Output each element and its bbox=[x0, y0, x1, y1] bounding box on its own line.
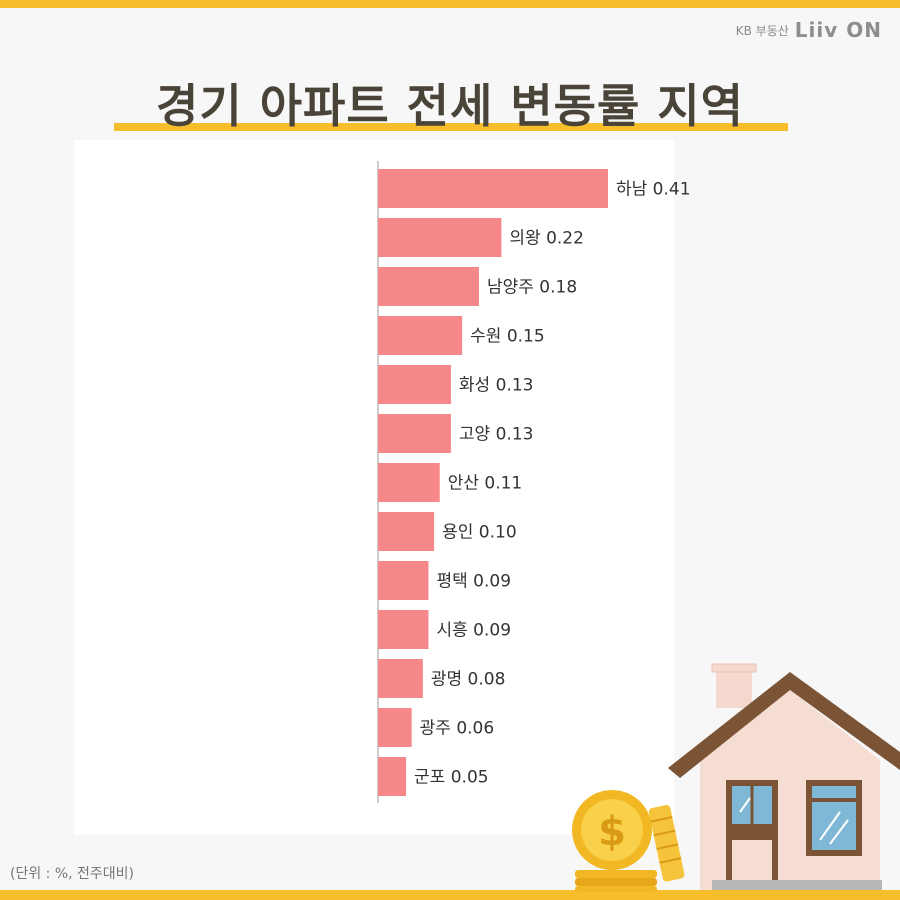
bar-label-군포: 군포 0.05 bbox=[414, 768, 489, 788]
bar-label-수원: 수원 0.15 bbox=[470, 327, 545, 347]
coin-stack-icon bbox=[575, 805, 685, 892]
bar-label-용인: 용인 0.10 bbox=[442, 523, 517, 543]
house-icon bbox=[668, 663, 900, 890]
bar-label-group: 하남 0.41 의왕 0.22 남양주 0.18 수원 0.15 화성 0.13 고양 0… bbox=[414, 180, 690, 788]
bar-label-시흥: 시흥 0.09 bbox=[436, 621, 511, 641]
brand-logo: KB 부동산 Liiv ON bbox=[736, 18, 882, 42]
bar-광명 bbox=[378, 659, 423, 698]
bar-시흥 bbox=[378, 610, 429, 649]
unit-footnote: (단위 : %, 전주대비) bbox=[10, 866, 135, 882]
brand-liiv-on-logo: Liiv ON bbox=[794, 18, 882, 42]
bar-label-광명: 광명 0.08 bbox=[431, 670, 506, 690]
bottom-accent-bar bbox=[0, 890, 900, 900]
bar-광주 bbox=[378, 708, 412, 747]
svg-text:$: $ bbox=[598, 809, 626, 855]
bar-하남 bbox=[378, 169, 608, 208]
bar-label-하남: 하남 0.41 bbox=[616, 180, 691, 200]
bar-label-고양: 고양 0.13 bbox=[459, 425, 534, 445]
dollar-coin-icon: $ bbox=[572, 790, 652, 870]
bar-label-평택: 평택 0.09 bbox=[436, 572, 511, 592]
title-underline bbox=[114, 123, 788, 131]
bar-고양 bbox=[378, 414, 451, 453]
bar-label-광주: 광주 0.06 bbox=[420, 719, 495, 739]
bar-군포 bbox=[378, 757, 407, 796]
bar-의왕 bbox=[378, 218, 502, 257]
bar-group bbox=[378, 169, 608, 796]
bar-수원 bbox=[378, 316, 463, 355]
bar-label-의왕: 의왕 0.22 bbox=[509, 229, 584, 249]
page-title-wrap: 경기 아파트 전세 변동률 지역 bbox=[0, 70, 900, 136]
bar-label-화성: 화성 0.13 bbox=[459, 376, 534, 396]
bar-남양주 bbox=[378, 267, 479, 306]
chart-panel bbox=[74, 140, 674, 835]
bar-화성 bbox=[378, 365, 451, 404]
bar-평택 bbox=[378, 561, 429, 600]
bar-label-남양주: 남양주 0.18 bbox=[487, 278, 577, 298]
bar-안산 bbox=[378, 463, 440, 502]
page-title: 경기 아파트 전세 변동률 지역 bbox=[156, 79, 744, 133]
brand-kb-text: KB 부동산 bbox=[735, 23, 789, 38]
top-accent-bar bbox=[0, 0, 900, 8]
bar-label-안산: 안산 0.11 bbox=[448, 474, 523, 494]
bar-용인 bbox=[378, 512, 435, 551]
